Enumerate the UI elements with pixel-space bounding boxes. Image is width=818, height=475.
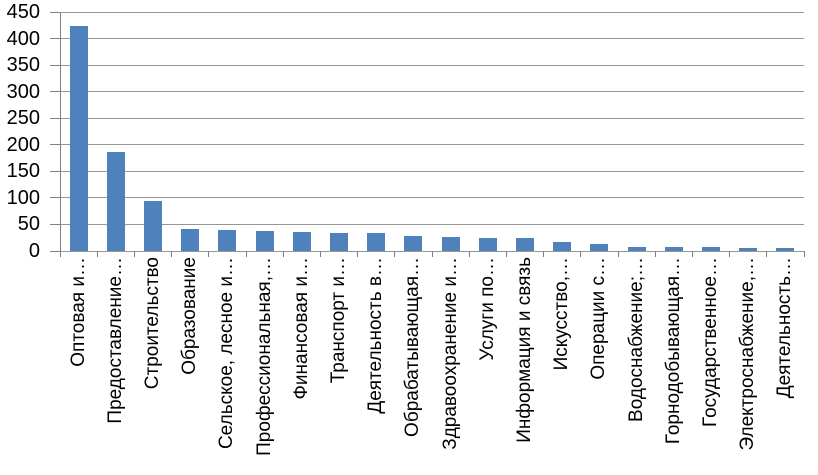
bar — [664, 247, 683, 251]
y-gridline — [60, 91, 804, 93]
y-axis-label: 250 — [6, 107, 40, 130]
x-axis-label: Искусство,… — [551, 257, 573, 371]
y-axis-label: 200 — [6, 133, 40, 156]
y-gridline — [60, 197, 804, 199]
x-tick-mark — [543, 251, 545, 257]
x-tick-mark — [691, 251, 693, 257]
x-axis-label: Горнодобывающая… — [662, 257, 684, 445]
y-tick-mark — [50, 91, 60, 93]
x-tick-mark — [394, 251, 396, 257]
y-tick-mark — [50, 117, 60, 119]
y-tick-mark — [50, 223, 60, 225]
y-tick-mark — [50, 64, 60, 66]
x-axis-label: Обрабатывающая… — [402, 257, 424, 437]
x-tick-mark — [580, 251, 582, 257]
x-axis-label: Здравоохранение и… — [439, 257, 461, 450]
x-tick-mark — [617, 251, 619, 257]
x-tick-mark — [505, 251, 507, 257]
bar — [404, 236, 423, 251]
bar — [69, 26, 88, 251]
y-axis-label: 300 — [6, 80, 40, 103]
y-axis-label: 50 — [17, 213, 40, 236]
x-tick-mark — [96, 251, 98, 257]
x-tick-mark — [59, 251, 61, 257]
y-tick-mark — [50, 38, 60, 40]
bar — [739, 248, 758, 251]
x-tick-mark — [729, 251, 731, 257]
bar — [367, 233, 386, 251]
y-axis-label: 350 — [6, 54, 40, 77]
x-tick-mark — [319, 251, 321, 257]
y-tick-mark — [50, 170, 60, 172]
x-axis-label: Операции с… — [588, 257, 610, 380]
x-axis-label: Водоснабжение;… — [625, 257, 647, 422]
bar — [627, 246, 646, 251]
y-tick-mark — [50, 250, 60, 252]
bar — [292, 231, 311, 251]
y-axis-label: 100 — [6, 186, 40, 209]
y-gridline — [60, 144, 804, 146]
bar — [478, 237, 497, 251]
y-gridline — [60, 11, 804, 13]
bar — [181, 229, 200, 251]
y-gridline — [60, 170, 804, 172]
x-tick-mark — [245, 251, 247, 257]
x-axis-label: Предоставление… — [104, 257, 126, 424]
x-tick-mark — [468, 251, 470, 257]
x-tick-mark — [208, 251, 210, 257]
y-gridline — [60, 223, 804, 225]
x-axis-label: Финансовая и… — [290, 257, 312, 400]
x-axis-label: Информация и связь — [514, 257, 535, 443]
x-axis-label: Деятельность… — [774, 257, 796, 399]
x-axis-label: Электроснабжение,… — [737, 257, 759, 451]
y-tick-mark — [50, 144, 60, 146]
x-tick-mark — [431, 251, 433, 257]
x-axis-label: Транспорт и… — [328, 257, 349, 384]
x-axis-label: Оптовая и… — [67, 257, 89, 367]
bar — [441, 236, 460, 251]
bar — [330, 232, 348, 251]
x-tick-mark — [282, 251, 284, 257]
y-gridline — [60, 64, 804, 66]
x-axis-label: Услуги по… — [476, 257, 498, 361]
bar — [516, 237, 534, 251]
x-tick-mark — [133, 251, 135, 257]
x-tick-mark — [766, 251, 768, 257]
bar — [106, 152, 125, 251]
bar — [776, 248, 795, 251]
bar — [144, 200, 162, 251]
bar — [255, 231, 274, 251]
y-tick-mark — [50, 197, 60, 199]
x-axis-label: Профессиональная,… — [253, 257, 275, 456]
y-axis-label: 450 — [6, 1, 40, 23]
x-tick-mark — [357, 251, 359, 257]
x-tick-mark — [171, 251, 173, 257]
x-axis-label: Деятельность в… — [365, 257, 387, 414]
bar — [218, 230, 237, 251]
bar — [590, 244, 609, 251]
x-tick-mark — [803, 251, 805, 257]
y-gridline — [60, 38, 804, 40]
y-axis-line — [60, 12, 61, 251]
x-axis-label: Сельское, лесное и… — [216, 257, 238, 450]
y-axis-label: 150 — [6, 160, 40, 183]
x-axis-label: Строительство — [142, 257, 163, 390]
y-axis-label: 400 — [6, 27, 40, 50]
bar — [553, 241, 572, 251]
bar — [702, 247, 720, 251]
x-axis-label: Образование — [179, 257, 201, 375]
y-axis-label: 0 — [28, 240, 40, 262]
y-gridline — [60, 117, 804, 119]
x-tick-mark — [654, 251, 656, 257]
y-tick-mark — [50, 11, 60, 13]
x-axis-label: Государственное… — [700, 257, 721, 427]
